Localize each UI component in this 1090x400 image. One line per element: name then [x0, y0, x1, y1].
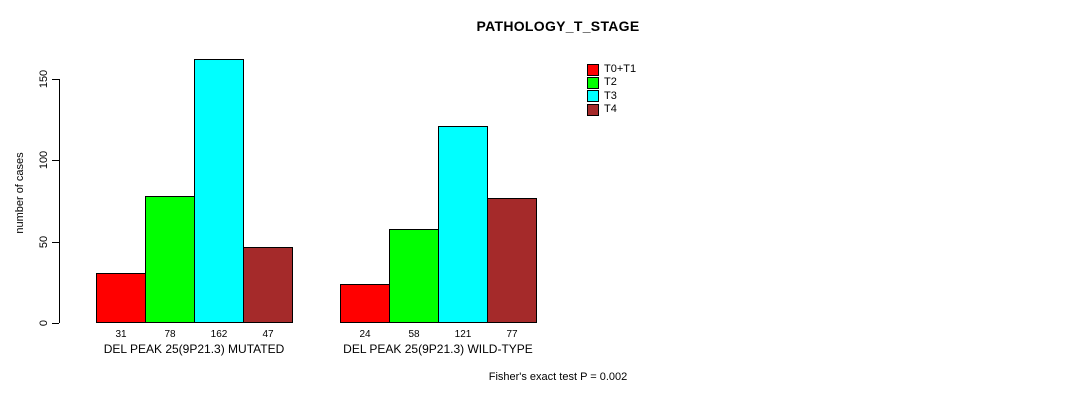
y-tick-label: 0: [38, 319, 50, 327]
bar-value-label: 162: [210, 329, 228, 340]
bar-value-label: 78: [164, 329, 176, 340]
bar: [145, 196, 195, 323]
y-tick-label: 50: [38, 235, 50, 248]
bar-value-label: 77: [506, 329, 518, 340]
bar-value-label: 31: [115, 329, 127, 340]
group-label: DEL PEAK 25(9P21.3) MUTATED: [103, 342, 285, 356]
y-axis-label: number of cases: [14, 152, 26, 234]
bar-value-label: 47: [262, 329, 274, 340]
chart-title: PATHOLOGY_T_STAGE: [476, 18, 640, 34]
bar: [487, 197, 537, 323]
bar: [96, 272, 146, 323]
legend-item: T4: [587, 103, 636, 116]
legend-label: T2: [604, 76, 617, 89]
bar: [194, 59, 244, 323]
group-label: DEL PEAK 25(9P21.3) WILD-TYPE: [343, 342, 533, 356]
bar: [389, 228, 439, 323]
legend-swatch: [587, 90, 599, 103]
y-axis-tick: [52, 79, 59, 80]
legend-label: T4: [604, 103, 617, 116]
legend-item: T3: [587, 90, 636, 103]
legend-label: T3: [604, 89, 617, 102]
legend-label: T0+T1: [604, 63, 637, 76]
bar-value-label: 121: [454, 329, 472, 340]
bar: [438, 126, 488, 323]
legend-swatch: [587, 76, 599, 89]
y-axis-tick: [52, 160, 59, 162]
legend-item: T0+T1: [587, 63, 636, 76]
bar-value-label: 24: [359, 329, 371, 340]
y-axis-tick: [52, 241, 59, 243]
annotation-text: Fisher's exact test P = 0.002: [488, 371, 628, 383]
bar-value-label: 58: [408, 329, 420, 340]
y-tick-label: 100: [38, 151, 50, 170]
legend-item: T2: [587, 76, 636, 89]
bar: [340, 283, 390, 323]
legend-swatch: [587, 63, 599, 76]
bar: [243, 246, 293, 323]
legend-swatch: [587, 103, 599, 116]
legend: T0+T1 T2 T3 T4: [587, 63, 636, 116]
y-tick-label: 150: [38, 69, 50, 89]
y-axis-line: [59, 79, 60, 323]
y-axis-tick: [52, 323, 59, 324]
